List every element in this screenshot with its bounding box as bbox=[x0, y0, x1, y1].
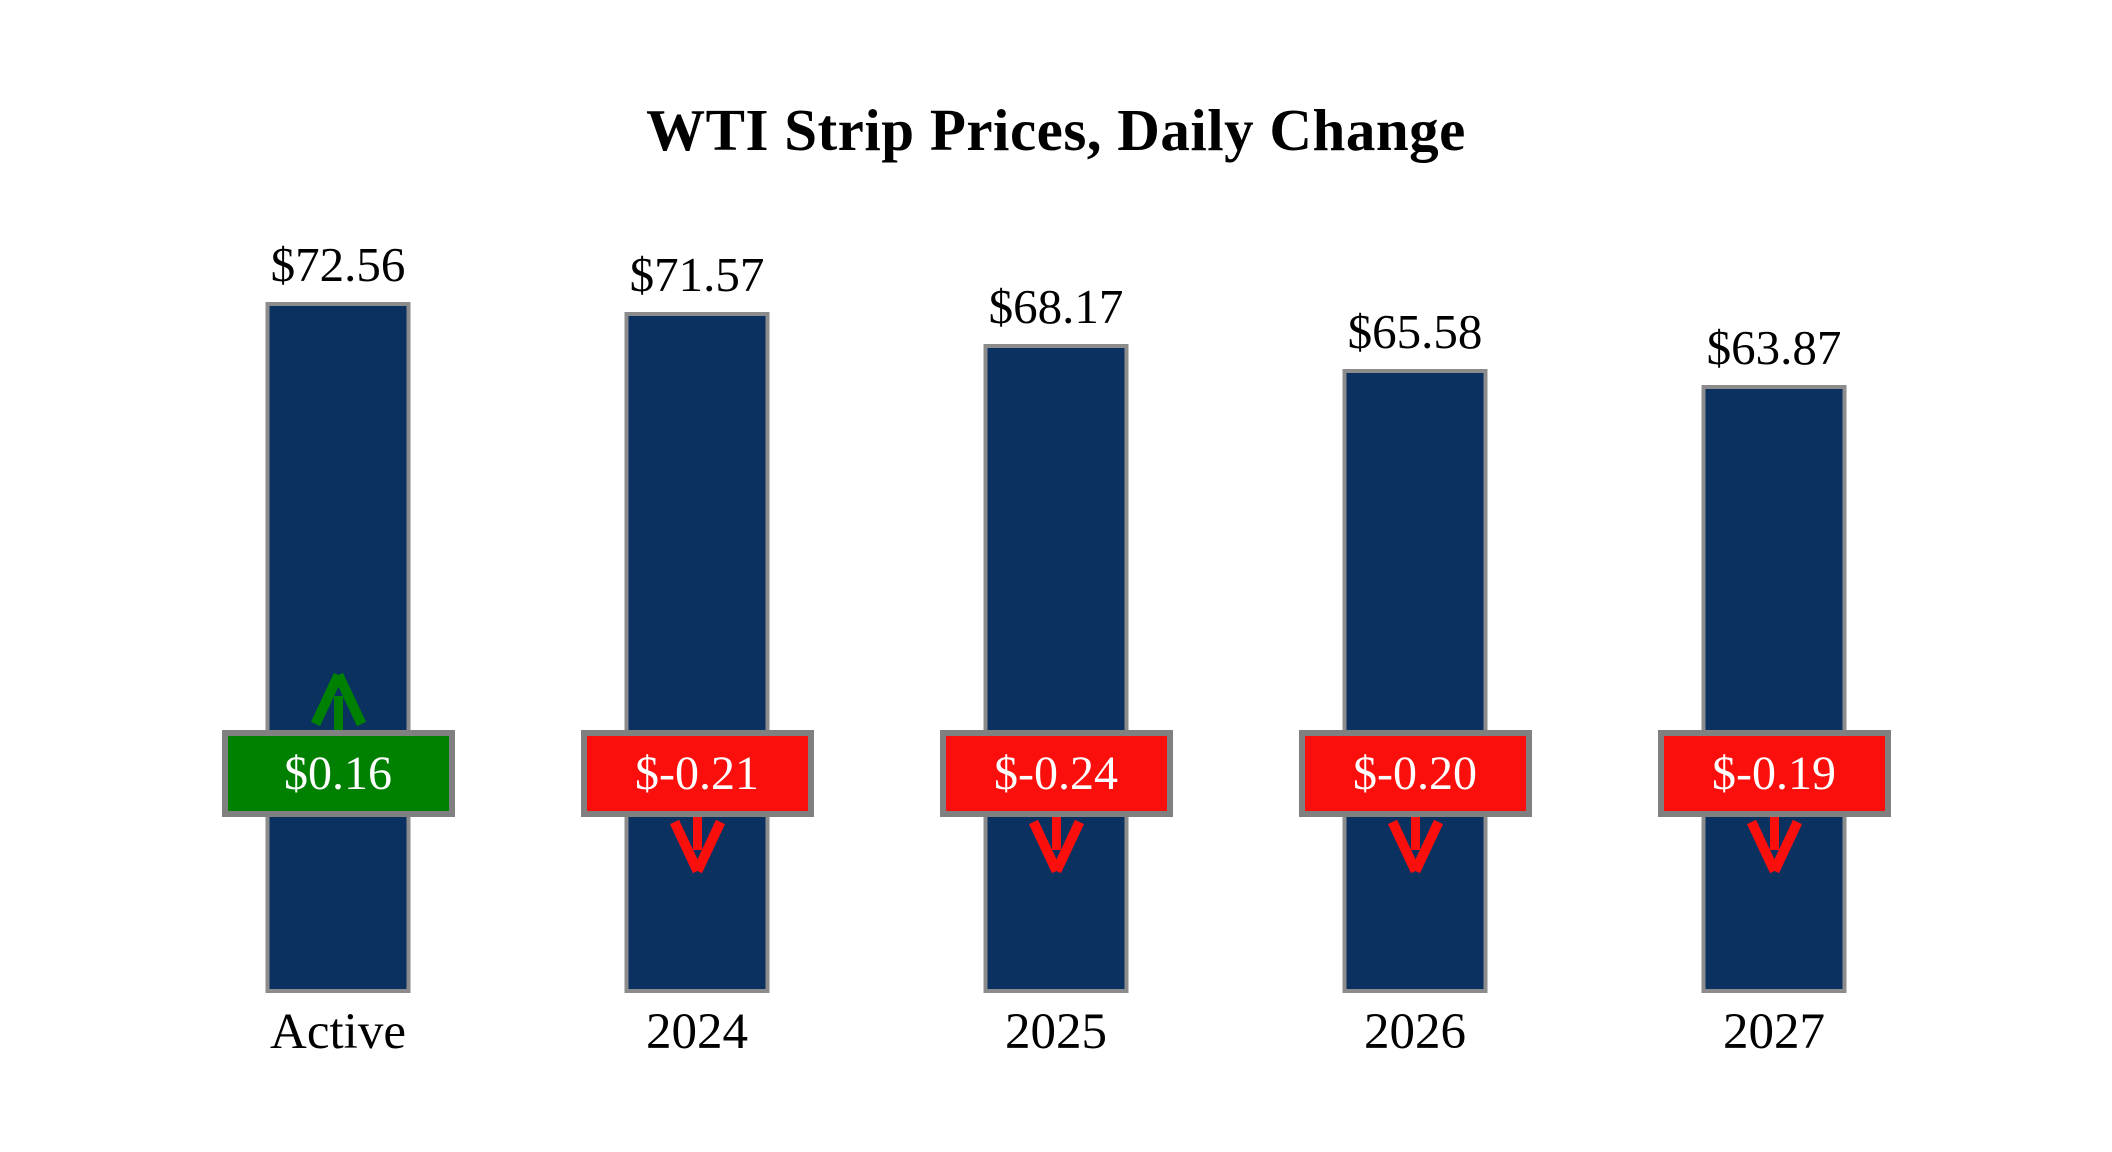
change-badge: $-0.20 bbox=[1298, 730, 1532, 817]
category-label: 2024 bbox=[646, 1004, 748, 1060]
category-label: 2026 bbox=[1364, 1004, 1466, 1060]
change-badge: $-0.21 bbox=[580, 730, 814, 817]
category-label: 2025 bbox=[1005, 1004, 1107, 1060]
change-badge: $-0.24 bbox=[939, 730, 1173, 817]
bar-group-2025: $68.17 $-0.24 2025 bbox=[877, 0, 1236, 1060]
down-arrow-icon bbox=[669, 817, 725, 874]
price-bar: $-0.19 bbox=[1657, 385, 1891, 993]
down-arrow-icon bbox=[1028, 817, 1084, 874]
bar-group-active: $72.56 $0.16 Active bbox=[159, 0, 518, 1060]
category-label: 2027 bbox=[1723, 1004, 1825, 1060]
bar-group-2024: $71.57 $-0.21 2024 bbox=[518, 0, 877, 1060]
category-label: Active bbox=[270, 1004, 406, 1060]
change-badge: $0.16 bbox=[221, 730, 455, 817]
change-badge: $-0.19 bbox=[1657, 730, 1891, 817]
price-label: $68.17 bbox=[988, 279, 1124, 334]
price-bar: $-0.24 bbox=[939, 344, 1173, 993]
price-label: $72.56 bbox=[270, 237, 406, 292]
price-bar: $-0.21 bbox=[580, 312, 814, 993]
price-label: $65.58 bbox=[1347, 304, 1483, 359]
price-label: $71.57 bbox=[629, 247, 765, 302]
price-bar: $0.16 bbox=[221, 302, 455, 993]
price-bar: $-0.20 bbox=[1298, 369, 1532, 993]
up-arrow-icon bbox=[310, 672, 366, 730]
chart-plot-area: $72.56 $0.16 Active $71.57 bbox=[159, 0, 1954, 1060]
down-arrow-icon bbox=[1387, 817, 1443, 874]
price-label: $63.87 bbox=[1706, 320, 1842, 375]
bar-group-2026: $65.58 $-0.20 2026 bbox=[1236, 0, 1595, 1060]
down-arrow-icon bbox=[1746, 817, 1802, 874]
chart-title: WTI Strip Prices, Daily Change bbox=[646, 97, 1466, 163]
bar-group-2027: $63.87 $-0.19 2027 bbox=[1595, 0, 1954, 1060]
